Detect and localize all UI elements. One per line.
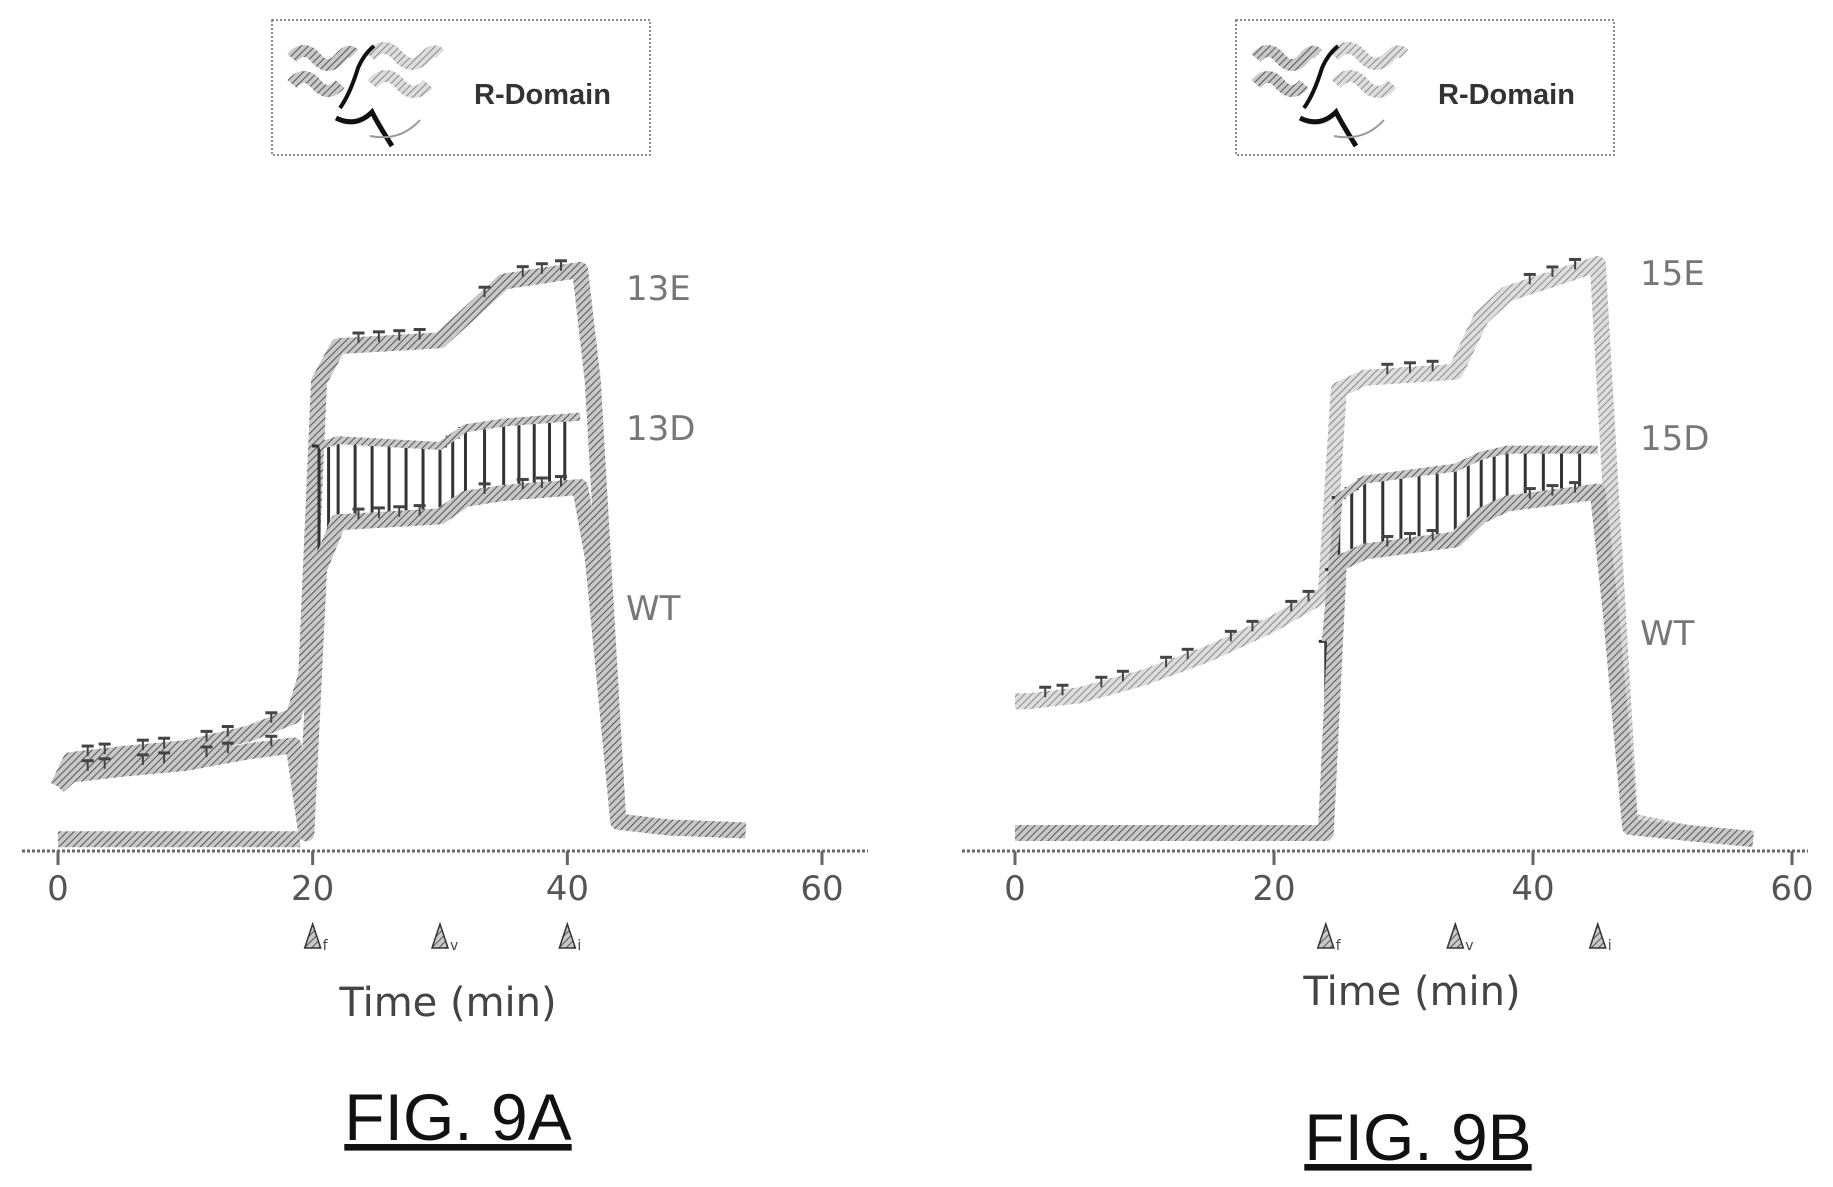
figure-label-9b: FIG. 9B [1304,1100,1531,1174]
arrow-head [1588,921,1607,949]
series-wt-line [52,479,746,842]
protein-structure-icon [287,42,445,148]
series-label-wt: WT [1640,614,1695,654]
series-wt-caps [81,475,567,771]
series-13d-line [317,412,581,451]
arrow-head [430,921,450,949]
arrow-head [1446,921,1465,949]
addition-arrow-icon: v [1446,921,1474,954]
inset-label: R-Domain [474,79,611,111]
inset-label: R-Domain [1438,79,1575,111]
series-13e-caps [81,259,567,757]
series-15d-bars [1318,445,1598,834]
x-tick-label: 40 [546,869,589,909]
inset-box-9b: R-Domain [1235,19,1615,156]
arrow-head [1316,921,1335,949]
panel-9a: R-Domain 0 20 40 60 f v i 13E 13D WT Time (min… [22,19,868,1154]
panel-9b: R-Domain 0 20 40 60 f v i 15E 15D WT Time (min… [962,19,1814,1174]
arrow-subscript: i [1608,938,1612,954]
inset-box-9a: R-Domain [271,19,651,156]
x-axis-title-9a: Time (min) [338,980,556,1026]
addition-arrow-icon: i [558,921,581,954]
arrow-subscript: f [1336,938,1342,954]
x-tick-label: 0 [47,869,69,909]
arrow-head [303,921,322,949]
arrow-head [558,921,577,949]
x-tick-label: 60 [800,869,843,909]
plot-area-9a [50,259,746,848]
x-tick-label: 20 [1252,869,1295,909]
x-tick-label: 40 [1511,869,1554,909]
series-label-15e: 15E [1640,254,1705,294]
series-label-13e: 13E [626,269,691,309]
series-wt-line [1015,483,1754,847]
x-axis-9b: 0 20 40 60 f v i [962,849,1814,954]
series-15d-line [1321,445,1598,642]
x-tick-label: 20 [291,869,334,909]
plot-area-9b [1015,255,1754,847]
series-15e-caps [1039,257,1582,698]
x-axis-title-9b: Time (min) [1302,969,1520,1015]
series-label-13d: 13D [626,409,695,449]
series-13e-line [50,261,746,839]
addition-arrow-icon: i [1588,921,1612,954]
figure-label-9a: FIG. 9A [344,1080,571,1154]
arrow-subscript: i [577,938,581,954]
protein-structure-icon [1251,42,1409,148]
inset-frame [1235,19,1615,156]
arrow-subscript: f [323,938,329,954]
x-tick-label: 60 [1770,869,1813,909]
addition-arrow-icon: v [430,921,458,954]
series-wt-caps [1381,481,1582,547]
arrow-subscript: v [1465,938,1473,954]
arrow-subscript: v [450,938,458,954]
addition-arrow-icon: f [1316,921,1342,954]
series-label-wt: WT [626,589,681,629]
addition-arrow-icon: f [303,921,329,954]
x-axis-9a: 0 20 40 60 f v i [22,849,868,954]
x-tick-label: 0 [1004,869,1026,909]
inset-frame [271,19,651,156]
series-label-15d: 15D [1640,419,1709,459]
